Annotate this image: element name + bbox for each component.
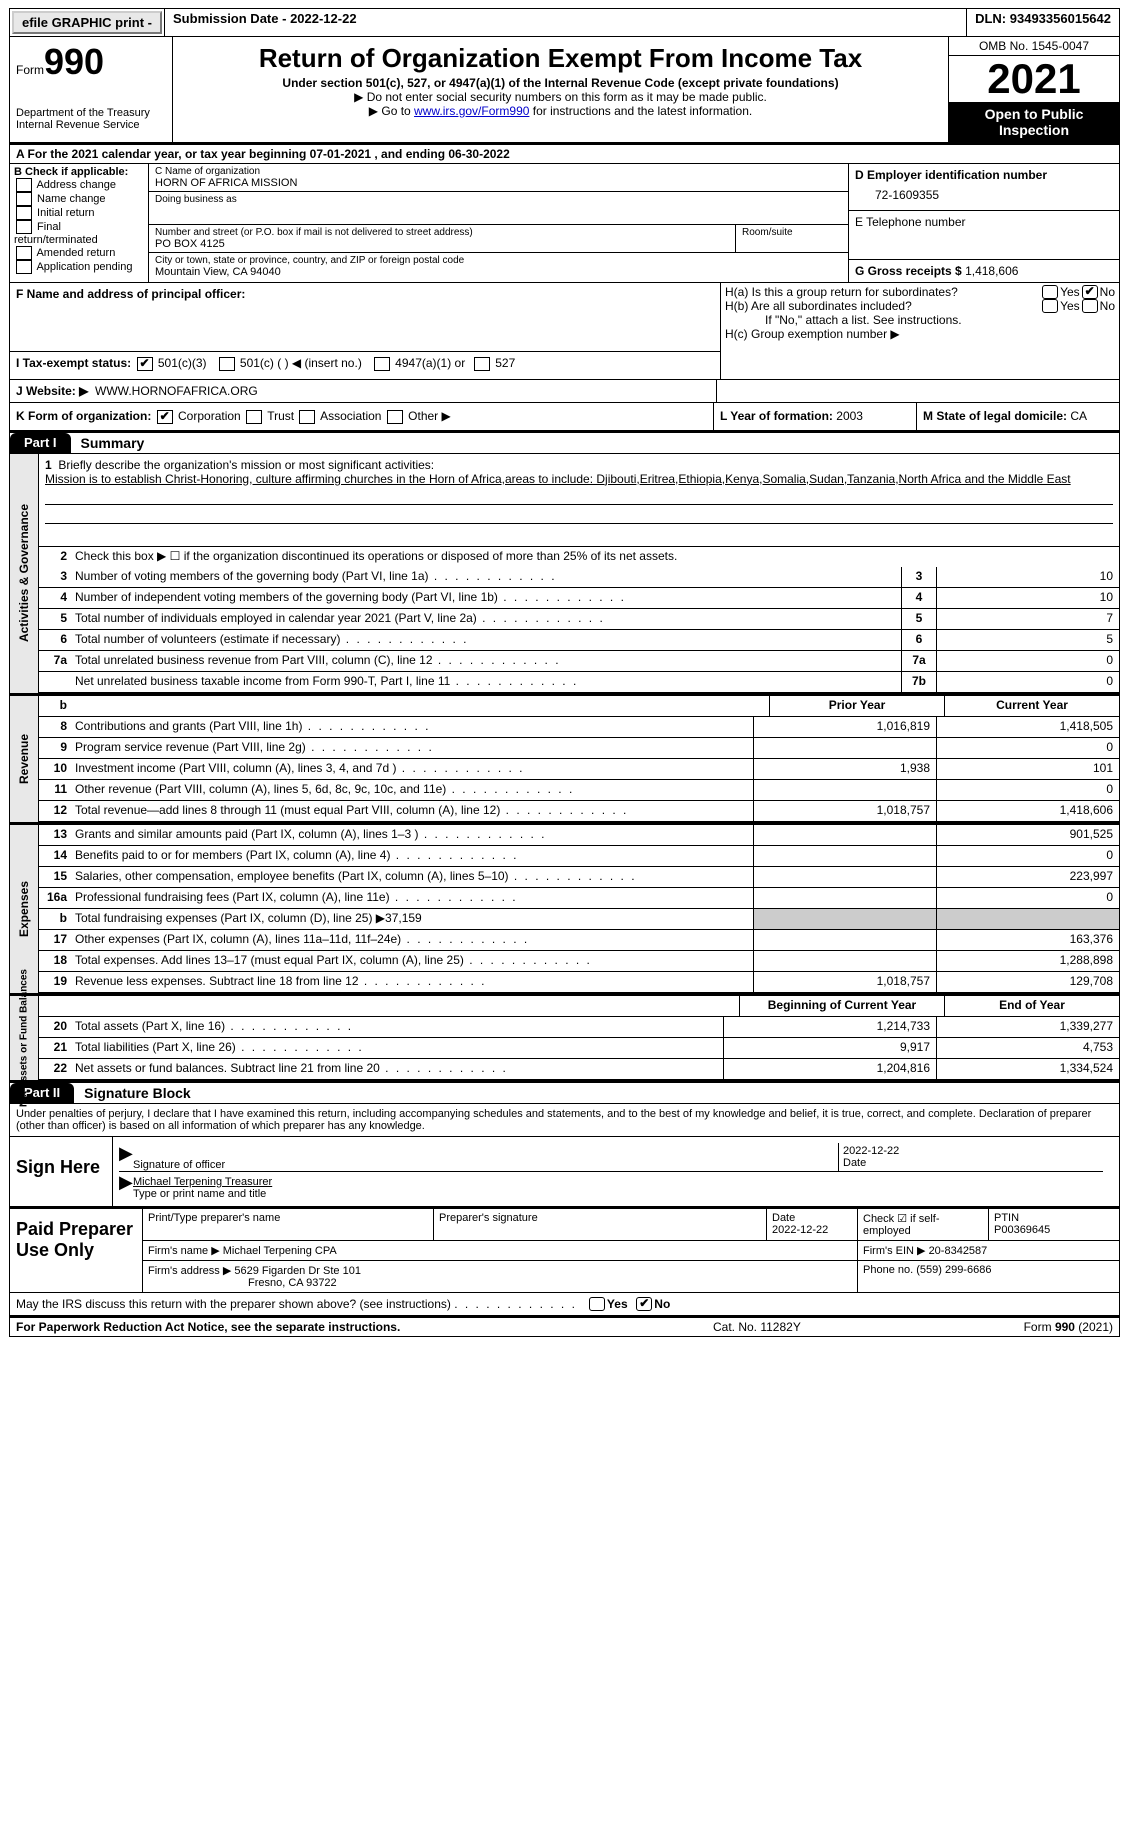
form-990-page: efile GRAPHIC print - Submission Date - … bbox=[9, 8, 1120, 1337]
ha-no[interactable] bbox=[1082, 285, 1098, 299]
hb-yes[interactable] bbox=[1042, 299, 1058, 313]
submission-date: Submission Date - 2022-12-22 bbox=[164, 9, 966, 36]
revenue-section: Revenue b Prior Year Current Year 8Contr… bbox=[10, 696, 1119, 825]
row-k: K Form of organization: Corporation Trus… bbox=[10, 403, 1119, 433]
expenses-section: Expenses 13Grants and similar amounts pa… bbox=[10, 825, 1119, 996]
other-checkbox[interactable] bbox=[387, 410, 403, 424]
discuss-no[interactable] bbox=[636, 1297, 652, 1311]
527-checkbox[interactable] bbox=[474, 357, 490, 371]
part1-header: Part I Summary bbox=[10, 433, 1119, 454]
assoc-checkbox[interactable] bbox=[299, 410, 315, 424]
penalty-statement: Under penalties of perjury, I declare th… bbox=[10, 1104, 1119, 1137]
row-f-h: F Name and address of principal officer:… bbox=[10, 283, 1119, 380]
principal-officer: F Name and address of principal officer:… bbox=[10, 283, 721, 379]
sign-here-block: Sign Here ▶ Signature of officer 2022-12… bbox=[10, 1137, 1119, 1209]
form-header: Form990 Department of the Treasury Inter… bbox=[10, 37, 1119, 145]
activities-governance: Activities & Governance 1 Briefly descri… bbox=[10, 454, 1119, 696]
discuss-row: May the IRS discuss this return with the… bbox=[10, 1293, 1119, 1319]
discuss-yes[interactable] bbox=[589, 1297, 605, 1311]
part2-header: Part II Signature Block bbox=[10, 1083, 1119, 1104]
irs-link[interactable]: www.irs.gov/Form990 bbox=[414, 104, 529, 118]
group-return: H(a) Is this a group return for subordin… bbox=[721, 283, 1119, 379]
4947-checkbox[interactable] bbox=[374, 357, 390, 371]
ha-yes[interactable] bbox=[1042, 285, 1058, 299]
dln: DLN: 93493356015642 bbox=[966, 9, 1119, 36]
row-j: J Website: ▶ WWW.HORNOFAFRICA.ORG bbox=[10, 380, 1119, 403]
col-d-ein: D Employer identification number 72-1609… bbox=[849, 164, 1119, 282]
efile-print-button[interactable]: efile GRAPHIC print - bbox=[12, 11, 162, 34]
header-right: OMB No. 1545-0047 2021 Open to Public In… bbox=[948, 37, 1119, 142]
col-c-org-info: C Name of organization HORN OF AFRICA MI… bbox=[149, 164, 849, 282]
hb-no[interactable] bbox=[1082, 299, 1098, 313]
main-info-block: B Check if applicable: Address change Na… bbox=[10, 164, 1119, 283]
top-bar: efile GRAPHIC print - Submission Date - … bbox=[10, 9, 1119, 37]
501c3-checkbox[interactable] bbox=[137, 357, 153, 371]
501c-checkbox[interactable] bbox=[219, 357, 235, 371]
paid-preparer-block: Paid Preparer Use Only Print/Type prepar… bbox=[10, 1209, 1119, 1293]
corp-checkbox[interactable] bbox=[157, 410, 173, 424]
page-footer: For Paperwork Reduction Act Notice, see … bbox=[10, 1318, 1119, 1336]
col-b-checkboxes: B Check if applicable: Address change Na… bbox=[10, 164, 149, 282]
trust-checkbox[interactable] bbox=[246, 410, 262, 424]
header-left: Form990 Department of the Treasury Inter… bbox=[10, 37, 173, 142]
net-assets-section: Net Assets or Fund Balances Beginning of… bbox=[10, 996, 1119, 1083]
row-a-tax-year: A For the 2021 calendar year, or tax yea… bbox=[10, 145, 1119, 164]
header-title: Return of Organization Exempt From Incom… bbox=[173, 37, 948, 142]
